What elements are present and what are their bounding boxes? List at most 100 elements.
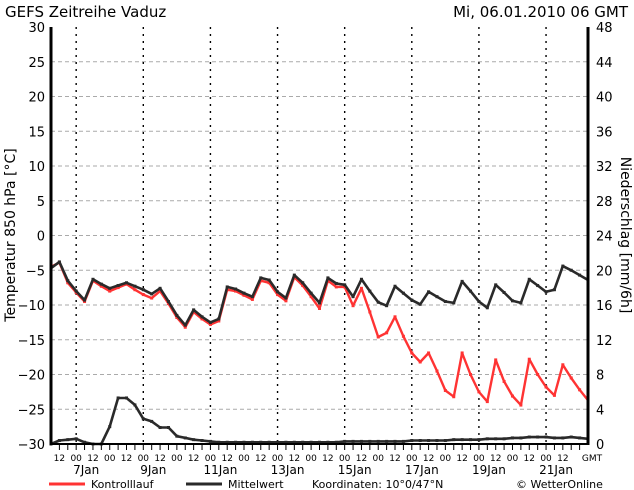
mean-precipitation-point (527, 435, 531, 439)
mean-temperature-point (359, 277, 363, 281)
mean-temperature-point (259, 276, 263, 280)
control-temperature-point (485, 400, 489, 404)
precipitation-tick-label: 24 (596, 230, 613, 245)
mean-precipitation-point (57, 439, 61, 443)
mean-temperature-point (318, 301, 321, 305)
precipitation-tick-label: 44 (596, 56, 613, 71)
mean-temperature-point (477, 300, 481, 304)
mean-temperature-point (443, 300, 447, 304)
mean-precipitation-point (376, 439, 380, 443)
mean-precipitation-point (343, 439, 347, 443)
temperature-tick-label: 30 (28, 21, 45, 36)
control-temperature-point (267, 281, 271, 285)
mean-temperature-point (418, 302, 422, 306)
mean-temperature-point (158, 286, 162, 290)
hour-tick-label: 12 (389, 454, 400, 464)
control-temperature-point (309, 295, 313, 299)
mean-temperature-point (309, 291, 313, 295)
precipitation-tick-label: 36 (596, 125, 613, 140)
mean-precipitation-point (569, 435, 573, 439)
mean-precipitation-point (418, 439, 422, 443)
mean-temperature-point (175, 313, 179, 317)
day-tick-label: 17Jan (405, 463, 439, 477)
mean-temperature-point (343, 283, 347, 287)
mean-precipitation-point (460, 438, 464, 442)
mean-temperature-point (452, 301, 456, 305)
temperature-tick-label: 10 (28, 160, 45, 175)
day-tick-label: 9Jan (140, 463, 166, 477)
control-temperature-point (519, 403, 523, 407)
mean-temperature-point (66, 279, 70, 283)
control-temperature-point (234, 289, 238, 293)
mean-precipitation-point (393, 439, 397, 443)
temperature-tick-label: 0 (37, 230, 45, 245)
control-temperature-point (527, 357, 531, 361)
mean-precipitation-point (108, 425, 112, 429)
mean-precipitation-point (359, 439, 363, 443)
temperature-tick-label: −20 (18, 369, 45, 384)
mean-temperature-point (393, 284, 397, 288)
hour-tick-label: 12 (154, 454, 165, 464)
control-temperature-point (158, 289, 162, 293)
control-temperature-point (368, 310, 372, 314)
control-temperature-point (477, 390, 481, 394)
mean-temperature-point (334, 281, 338, 285)
mean-temperature-point (57, 260, 61, 264)
mean-precipitation-point (385, 439, 389, 443)
mean-precipitation-point (510, 436, 514, 440)
time-axis-ticks: 12 00 12 00 12 00 12 00 12 00 12 00 12 00 12 00 12 00 12 00… (54, 444, 603, 477)
precipitation-tick-label: 28 (596, 195, 613, 210)
mean-precipitation-point (578, 436, 582, 440)
mean-precipitation-line (50, 396, 589, 446)
mean-temperature-point (410, 298, 414, 302)
hour-tick-label: 00 (507, 454, 519, 464)
precipitation-tick-label: 4 (596, 403, 604, 418)
mean-temperature-point (74, 289, 78, 293)
mean-temperature-point (141, 288, 145, 292)
control-temperature-point (276, 293, 280, 297)
mean-temperature-point (536, 284, 540, 288)
control-temperature-point (469, 373, 473, 376)
mean-precipitation-point (326, 440, 330, 444)
mean-temperature-point (494, 283, 498, 287)
mean-temperature-point (276, 290, 280, 294)
mean-temperature-point (292, 273, 296, 277)
hour-tick-label: 12 (456, 454, 467, 464)
mean-precipitation-point (74, 437, 78, 441)
control-temperature-point (183, 325, 187, 329)
precipitation-axis-label: Niederschlag [mm/6h] (617, 157, 633, 314)
control-temperature-point (108, 289, 112, 293)
precipitation-tick-label: 48 (596, 21, 613, 36)
control-temperature-point (376, 335, 380, 339)
temperature-tick-label: −25 (18, 403, 45, 418)
control-temperature-point (552, 393, 556, 397)
mean-temperature-point (502, 290, 506, 294)
day-tick-label: 7Jan (73, 463, 99, 477)
mean-temperature-point (401, 291, 405, 295)
hour-tick-label: 00 (406, 454, 418, 464)
grid (51, 27, 588, 444)
control-temperature-point (284, 299, 288, 303)
coordinates-label: Koordinaten: 10°0/47°N (312, 478, 443, 490)
legend: Kontrolllauf Mittelwert Koordinaten: 10°… (49, 478, 603, 490)
control-temperature-point (301, 284, 305, 288)
hour-tick-label: 12 (255, 454, 266, 464)
mean-temperature-point (83, 298, 87, 302)
mean-precipitation-point (410, 439, 414, 443)
hour-tick-label: 12 (87, 454, 98, 464)
mean-temperature-point (351, 295, 355, 299)
mean-precipitation-point (225, 440, 229, 444)
hour-tick-label: 12 (289, 454, 300, 464)
control-temperature-point (150, 296, 154, 300)
mean-precipitation-point (267, 440, 271, 444)
hour-tick-label: 00 (104, 454, 116, 464)
mean-precipitation-point (183, 436, 187, 440)
mean-precipitation-point (301, 440, 305, 444)
precipitation-tick-label: 32 (596, 160, 613, 175)
mean-temperature-point (552, 288, 556, 292)
precipitation-tick-label: 0 (596, 438, 604, 453)
control-temperature-point (175, 316, 179, 320)
control-temperature-point (569, 376, 573, 380)
mean-temperature-point (91, 277, 95, 281)
